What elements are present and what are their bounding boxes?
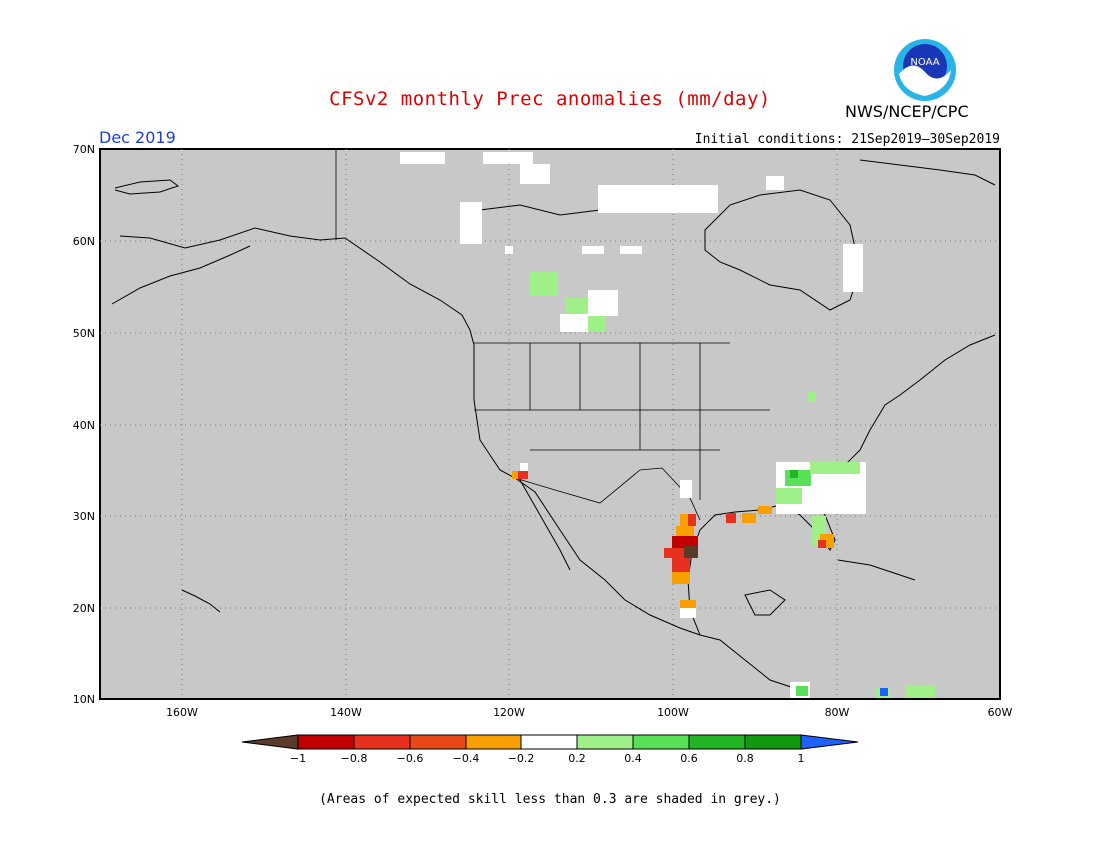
lon-label: 160W	[166, 706, 198, 719]
colorbar-tick: 0.6	[680, 752, 698, 765]
colorbar-tick: 0.4	[624, 752, 642, 765]
colorbar-tick: 1	[798, 752, 805, 765]
colorbar-segment	[297, 734, 355, 750]
lat-label: 40N	[73, 419, 95, 432]
lat-label: 30N	[73, 510, 95, 523]
noaa-logo: NOAA	[894, 39, 956, 101]
colorbar-tick: −0.6	[397, 752, 424, 765]
footnote: (Areas of expected skill less than 0.3 a…	[319, 792, 781, 807]
lon-label: 140W	[330, 706, 362, 719]
agency-label: NWS/NCEP/CPC	[845, 102, 969, 121]
lat-label: 60N	[73, 235, 95, 248]
colorbar-tick: 0.8	[736, 752, 754, 765]
colorbar-segment	[465, 734, 522, 750]
lon-label: 120W	[493, 706, 525, 719]
initial-conditions-label: Initial conditions: 21Sep2019–30Sep2019	[694, 132, 1000, 147]
lat-label: 70N	[73, 143, 95, 156]
latitude-labels: 70N 60N 50N 40N 30N 20N 10N	[73, 143, 95, 706]
lat-label: 10N	[73, 693, 95, 706]
lon-label: 60W	[988, 706, 1013, 719]
colorbar-segment	[520, 734, 578, 750]
colorbar-segment	[632, 734, 690, 750]
colorbar-tick: −0.4	[453, 752, 480, 765]
lat-label: 20N	[73, 602, 95, 615]
colorbar-segment	[744, 734, 802, 750]
anomaly-patches	[400, 152, 935, 698]
graticule	[100, 149, 1000, 699]
colorbar-segment	[576, 734, 634, 750]
longitude-labels: 160W 140W 120W 100W 80W 60W	[166, 706, 1012, 719]
valid-month-label: Dec 2019	[99, 128, 176, 147]
lon-label: 80W	[825, 706, 850, 719]
lon-label: 100W	[657, 706, 689, 719]
svg-text:NOAA: NOAA	[910, 57, 939, 68]
lat-label: 50N	[73, 327, 95, 340]
political-borders	[335, 149, 770, 521]
colorbar-tick: −1	[290, 752, 306, 765]
colorbar	[241, 734, 859, 750]
map-frame	[99, 148, 1001, 700]
colorbar-tick: −0.8	[341, 752, 368, 765]
colorbar-segment	[800, 734, 859, 750]
colorbar-tick: 0.2	[568, 752, 586, 765]
colorbar-segment	[688, 734, 746, 750]
chart-title: CFSv2 monthly Prec anomalies (mm/day)	[329, 88, 771, 110]
colorbar-ticks: −1 −0.8 −0.6 −0.4 −0.2 0.2 0.4 0.6 0.8 1	[290, 752, 805, 765]
colorbar-tick: −0.2	[508, 752, 535, 765]
colorbar-segment	[241, 734, 299, 750]
colorbar-segment	[353, 734, 411, 750]
colorbar-segment	[409, 734, 467, 750]
